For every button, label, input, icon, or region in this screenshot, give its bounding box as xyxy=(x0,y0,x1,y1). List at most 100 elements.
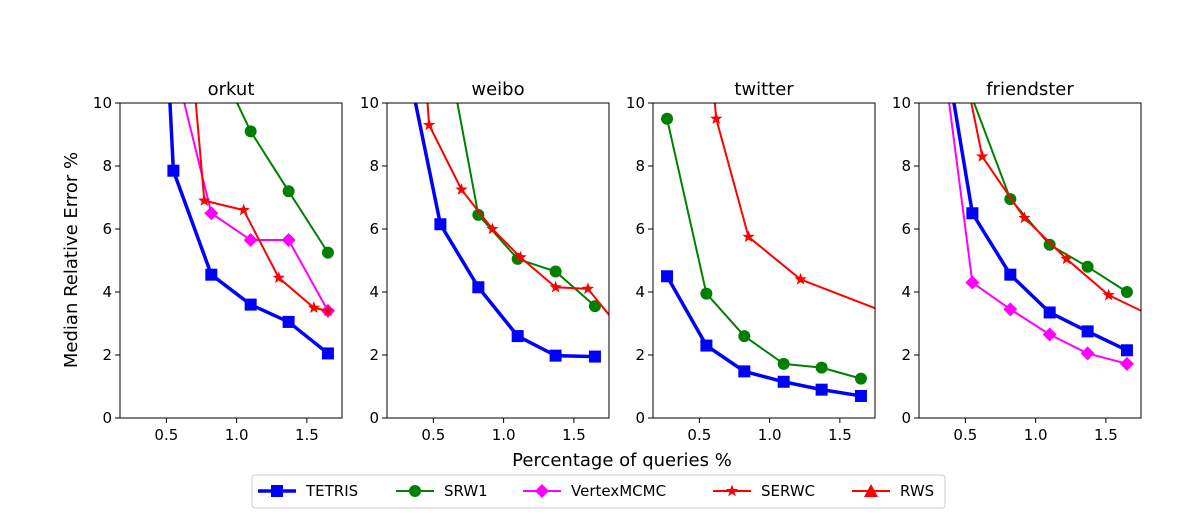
data-point-serwc xyxy=(549,280,562,293)
legend-marker xyxy=(409,485,421,497)
data-point-srw1 xyxy=(321,246,334,259)
data-point-srw1 xyxy=(661,112,674,125)
y-tick-label: 4 xyxy=(102,283,112,301)
legend-label: TETRIS xyxy=(305,482,358,500)
data-point-vertexmcmc xyxy=(281,233,296,248)
x-tick-label: 0.5 xyxy=(953,426,977,444)
axes-frame xyxy=(918,102,1142,419)
data-point-tetris xyxy=(472,281,485,294)
series-line-srw1 xyxy=(456,103,596,307)
y-tick-label: 6 xyxy=(635,220,645,238)
y-tick-label: 10 xyxy=(93,94,112,112)
data-point-tetris xyxy=(511,330,524,343)
data-point-tetris xyxy=(854,389,867,402)
series-line-srw1 xyxy=(236,103,329,254)
y-tick-label: 0 xyxy=(635,409,645,427)
data-point-tetris xyxy=(815,383,828,396)
data-point-serwc xyxy=(794,272,807,285)
data-point-tetris xyxy=(549,349,562,362)
data-point-serwc xyxy=(1060,252,1073,265)
legend-item-serwc: SERWC xyxy=(713,482,815,500)
legend-label: SRW1 xyxy=(444,482,488,500)
plot-area xyxy=(948,103,1154,371)
data-point-tetris xyxy=(700,339,713,352)
y-tick-label: 2 xyxy=(635,346,645,364)
data-point-tetris xyxy=(966,207,979,220)
data-point-tetris xyxy=(1043,306,1056,319)
data-point-srw1 xyxy=(588,300,601,313)
y-tick-label: 8 xyxy=(369,157,379,175)
data-point-tetris xyxy=(738,365,751,378)
data-point-serwc xyxy=(514,250,527,263)
data-point-srw1 xyxy=(738,330,751,343)
x-tick-label: 1.5 xyxy=(1094,426,1118,444)
data-point-serwc xyxy=(307,301,321,314)
data-point-srw1 xyxy=(700,287,713,300)
legend-label: RWS xyxy=(900,482,934,500)
y-tick-label: 8 xyxy=(102,157,112,175)
x-tick-label: 0.5 xyxy=(154,426,178,444)
data-point-serwc xyxy=(876,304,888,316)
x-axis-label: Percentage of queries % xyxy=(512,450,732,471)
series-line-tetris xyxy=(413,103,595,359)
data-point-serwc xyxy=(976,150,989,162)
data-point-srw1 xyxy=(1081,260,1094,273)
y-tick-label: 2 xyxy=(901,346,911,364)
y-tick-label: 10 xyxy=(626,94,645,112)
legend-frame xyxy=(251,474,946,509)
data-point-serwc xyxy=(1018,211,1031,224)
data-point-tetris xyxy=(777,375,790,388)
data-point-serwc xyxy=(710,112,723,125)
x-tick-label: 1.5 xyxy=(828,426,852,444)
panel-weibo: weibo 0.5 1.0 1.5 0 2 4 6 8 10 xyxy=(360,79,610,444)
x-tick-label: 1.5 xyxy=(295,426,319,444)
data-point-srw1 xyxy=(244,125,257,138)
y-tick-label: 10 xyxy=(892,94,911,112)
y-axis-label: Median Relative Error % xyxy=(61,152,82,368)
data-point-serwc xyxy=(742,230,755,243)
x-tick-label: 1.0 xyxy=(225,426,249,444)
data-point-serwc xyxy=(237,203,250,216)
data-point-vertexmcmc xyxy=(1080,346,1095,361)
data-point-serwc xyxy=(1142,308,1154,320)
data-point-tetris xyxy=(244,298,257,311)
data-point-vertexmcmc xyxy=(1119,356,1134,371)
data-point-vertexmcmc xyxy=(965,275,980,290)
y-tick-label: 2 xyxy=(102,346,112,364)
x-tick-label: 0.5 xyxy=(687,426,711,444)
data-point-srw1 xyxy=(777,357,790,370)
data-point-srw1 xyxy=(282,185,295,198)
series-line-srw1 xyxy=(666,118,862,380)
data-point-tetris xyxy=(1120,344,1133,357)
plot-area xyxy=(413,103,609,363)
legend-marker xyxy=(725,484,739,497)
x-tick-label: 1.0 xyxy=(492,426,516,444)
y-tick-label: 8 xyxy=(901,157,911,175)
data-point-srw1 xyxy=(854,372,867,385)
data-point-serwc xyxy=(486,222,499,235)
data-point-srw1 xyxy=(1043,238,1056,251)
axes-frame xyxy=(386,102,610,419)
data-point-serwc xyxy=(422,118,436,131)
x-tick-label: 1.5 xyxy=(562,426,586,444)
series-line-serwc xyxy=(426,103,609,317)
plot-area xyxy=(167,103,335,360)
y-tick-label: 0 xyxy=(369,409,379,427)
legend-item-srw1: SRW1 xyxy=(396,482,488,500)
y-tick-label: 6 xyxy=(102,220,112,238)
y-tick-label: 4 xyxy=(901,283,911,301)
legend-item-rws: RWS xyxy=(852,482,934,500)
legend-item-tetris: TETRIS xyxy=(258,482,358,500)
legend: TETRIS SRW1 VertexMCMC SERWC RWS xyxy=(251,474,946,509)
y-tick-label: 0 xyxy=(102,409,112,427)
data-point-vertexmcmc xyxy=(1003,302,1018,317)
y-tick-label: 4 xyxy=(369,283,379,301)
y-tick-label: 4 xyxy=(635,283,645,301)
data-point-tetris xyxy=(434,218,447,231)
legend-label: SERWC xyxy=(761,482,815,500)
data-point-vertexmcmc xyxy=(1042,327,1057,342)
data-point-serwc xyxy=(455,183,468,195)
x-tick-label: 1.0 xyxy=(1024,426,1048,444)
data-point-srw1 xyxy=(1120,286,1133,298)
